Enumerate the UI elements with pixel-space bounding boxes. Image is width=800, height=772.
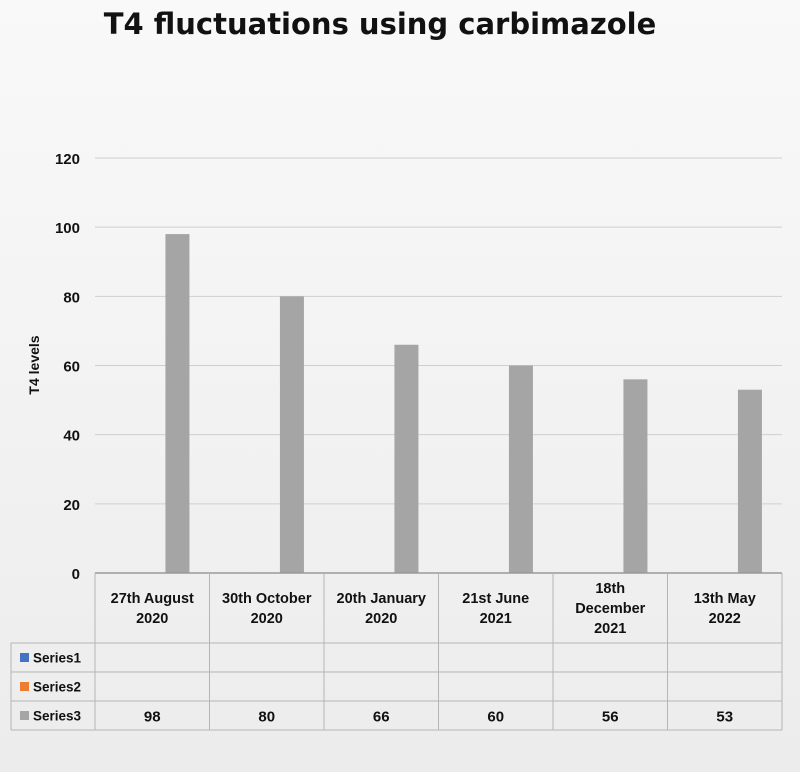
x-tick-label: 2021 <box>594 621 626 637</box>
x-tick-label: 30th October <box>222 591 312 607</box>
legend-swatch-series2 <box>20 682 29 691</box>
y-tick-label: 80 <box>63 289 80 306</box>
bar-series3-5 <box>737 389 762 573</box>
bars <box>165 234 762 574</box>
y-tick-label: 0 <box>72 566 80 583</box>
x-tick-label: December <box>575 601 645 617</box>
x-tick-label: 2020 <box>251 611 283 627</box>
legend-label: Series3 <box>33 709 82 724</box>
x-tick-label: 21st June <box>462 591 529 607</box>
x-tick-label: 27th August <box>111 591 194 607</box>
data-label: 66 <box>373 709 390 726</box>
legend-swatch-series1 <box>20 653 29 662</box>
x-tick-label: 20th January <box>337 591 426 607</box>
data-label: 56 <box>602 709 619 726</box>
bar-series3-0 <box>165 234 190 574</box>
y-axis-ticks: 0 20 40 60 80 100 120 <box>55 151 80 583</box>
y-axis-label: T4 levels <box>26 335 42 394</box>
gridlines <box>95 157 782 505</box>
bar-series3-4 <box>623 379 648 573</box>
bar-series3-3 <box>508 365 533 573</box>
y-tick-label: 60 <box>63 359 80 376</box>
x-tick-label: 2020 <box>365 611 397 627</box>
data-label: 53 <box>716 709 733 726</box>
x-tick-label: 2022 <box>709 611 741 627</box>
x-tick-label: 13th May <box>694 591 756 607</box>
y-tick-label: 20 <box>63 497 80 514</box>
bar-series3-2 <box>394 344 419 573</box>
data-label: 60 <box>487 709 504 726</box>
bar-series3-1 <box>279 296 304 573</box>
x-tick-label: 18th <box>595 581 625 597</box>
data-label: 80 <box>258 709 275 726</box>
y-tick-label: 100 <box>55 220 80 237</box>
data-table: 27th August 2020 30th October 2020 20th Janu… <box>10 572 783 731</box>
y-tick-label: 40 <box>63 428 80 445</box>
legend-label: Series1 <box>33 651 82 666</box>
data-label: 98 <box>144 709 161 726</box>
x-tick-label: 2020 <box>136 611 168 627</box>
legend-label: Series2 <box>33 680 81 695</box>
chart-title: T4 fluctuations using carbimazole <box>104 7 657 41</box>
legend-swatch-series3 <box>20 711 29 720</box>
y-tick-label: 120 <box>55 151 80 168</box>
x-tick-label: 2021 <box>480 611 512 627</box>
